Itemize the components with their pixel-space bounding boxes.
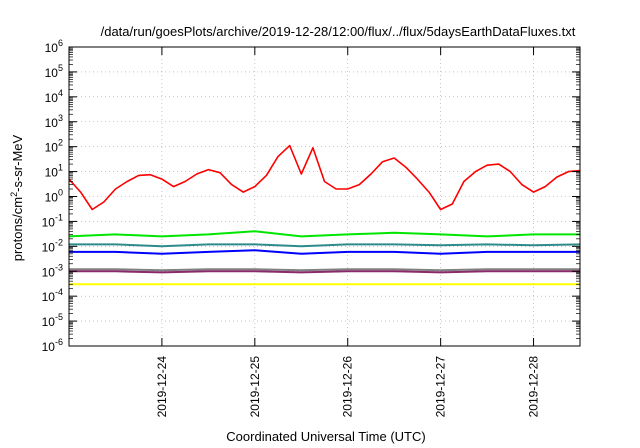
y-tick-label: 101 — [45, 163, 63, 180]
y-tick-label-exponent: 0 — [58, 188, 63, 198]
y-tick-label: 106 — [45, 38, 63, 55]
y-tick-label-base: 10 — [45, 191, 59, 205]
x-tick-label: 2019-12-27 — [434, 356, 448, 418]
y-tick-label: 105 — [45, 63, 63, 80]
y-axis-label-suffix: -s-sr-MeV — [10, 134, 25, 191]
data-series — [68, 144, 581, 286]
x-axis-label: Coordinated Universal Time (UTC) — [226, 429, 425, 444]
y-tick-label: 10-1 — [42, 212, 63, 229]
y-tick-label: 10-3 — [42, 262, 63, 279]
y-tick-label-base: 10 — [42, 290, 56, 304]
series-line — [69, 270, 580, 274]
x-tick-label: 2019-12-25 — [248, 356, 262, 418]
series-line — [69, 243, 581, 248]
y-tick-label-exponent: -3 — [55, 262, 63, 272]
x-tick-label: 2019-12-26 — [341, 356, 355, 418]
y-tick-label-base: 10 — [45, 41, 59, 55]
axis-ticks — [69, 46, 580, 347]
y-tick-label-exponent: 3 — [58, 113, 63, 123]
y-tick-label: 102 — [45, 138, 63, 155]
y-tick-label: 10-6 — [42, 337, 63, 354]
y-tick-label-base: 10 — [45, 91, 59, 105]
y-tick-label-base: 10 — [45, 66, 59, 80]
series-line — [69, 268, 580, 272]
series-line — [68, 144, 581, 211]
y-axis-label: protons/cm2-s-sr-MeV — [9, 134, 25, 261]
y-tick-label-base: 10 — [42, 340, 56, 354]
y-tick-label-base: 10 — [45, 116, 59, 130]
y-tick-label-exponent: 1 — [58, 163, 63, 173]
chart-title: /data/run/goesPlots/archive/2019-12-28/1… — [101, 24, 576, 39]
y-tick-label-exponent: -4 — [55, 287, 63, 297]
y-tick-label-exponent: 6 — [58, 38, 63, 48]
y-tick-label-exponent: 2 — [58, 138, 63, 148]
series-line — [68, 230, 580, 238]
y-axis-label-superscript: 2 — [9, 192, 19, 197]
y-tick-label-base: 10 — [42, 315, 56, 329]
y-tick-label: 10-4 — [42, 287, 63, 304]
y-tick-label-exponent: -1 — [55, 212, 63, 222]
y-tick-label: 104 — [45, 88, 63, 105]
y-tick-label-base: 10 — [45, 166, 59, 180]
y-tick-label-exponent: -5 — [55, 312, 63, 322]
y-tick-label-base: 10 — [42, 215, 56, 229]
x-tick-label: 2019-12-28 — [527, 356, 541, 418]
x-tick-label: 2019-12-24 — [155, 356, 169, 418]
y-tick-label-exponent: 4 — [58, 88, 63, 98]
y-tick-label: 100 — [45, 188, 63, 205]
y-tick-label: 10-5 — [42, 312, 63, 329]
x-tick-labels: 2019-12-24 2019-12-25 2019-12-26 2019-12-27… — [155, 356, 541, 418]
y-tick-label: 103 — [45, 113, 63, 130]
y-tick-label-exponent: -6 — [55, 337, 63, 347]
y-tick-label-base: 10 — [42, 265, 56, 279]
y-axis-label-prefix: protons/cm — [10, 197, 25, 261]
y-tick-label-exponent: -2 — [55, 237, 63, 247]
y-tick-label: 10-2 — [42, 237, 63, 254]
y-tick-label-exponent: 5 — [58, 63, 63, 73]
series-line — [69, 249, 580, 255]
y-tick-label-base: 10 — [42, 240, 56, 254]
y-tick-label-base: 10 — [45, 141, 59, 155]
y-tick-labels: 10-610-510-410-310-210-11001011021031041… — [42, 38, 63, 354]
